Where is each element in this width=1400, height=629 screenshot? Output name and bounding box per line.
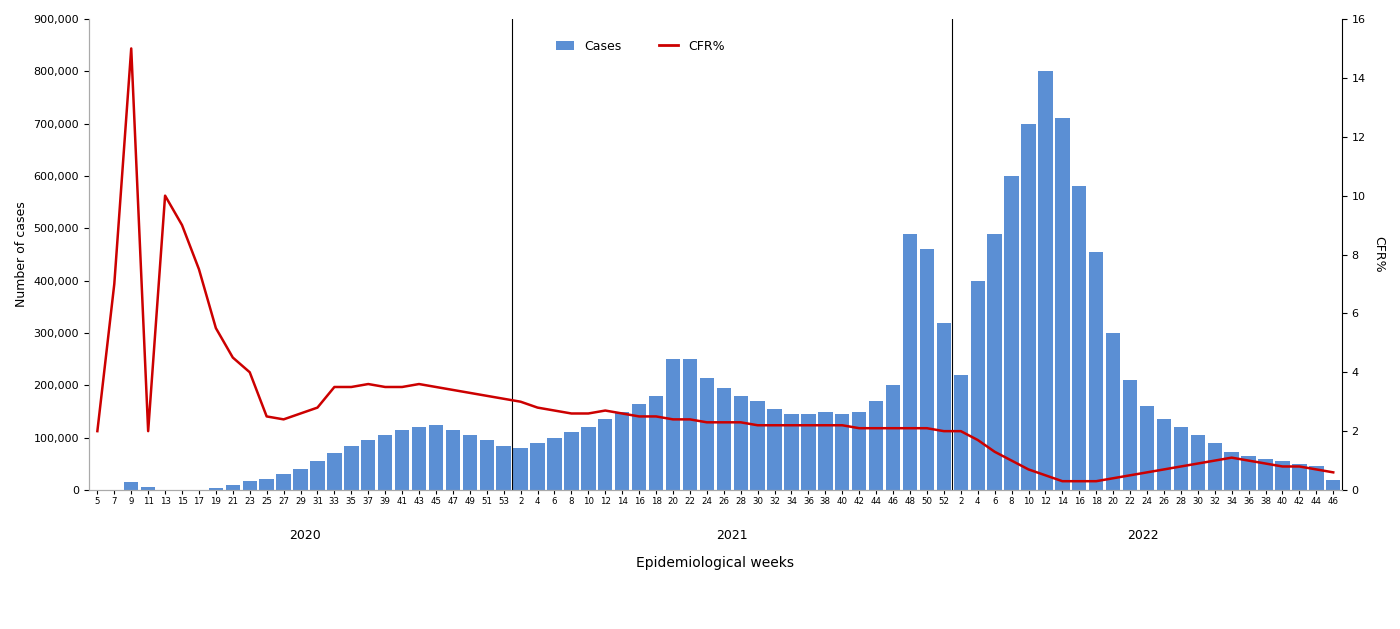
Bar [141,487,155,490]
Bar [564,433,578,490]
Text: 2020: 2020 [288,529,321,542]
Bar [801,414,816,490]
Bar [462,435,477,490]
Bar [1156,420,1172,490]
Bar [294,469,308,490]
Bar [834,414,850,490]
Bar [818,411,833,490]
Legend: Cases, CFR%: Cases, CFR% [550,35,729,58]
Bar [1190,435,1205,490]
Bar [953,375,967,490]
Bar [1208,443,1222,490]
X-axis label: Epidemiological weeks: Epidemiological weeks [637,556,794,570]
Text: 2021: 2021 [717,529,748,542]
Bar [717,388,731,490]
Bar [970,281,986,490]
Bar [700,377,714,490]
Bar [225,485,239,490]
Bar [1106,333,1120,490]
Bar [869,401,883,490]
Bar [378,435,392,490]
Bar [648,396,664,490]
Bar [311,461,325,490]
Bar [784,414,798,490]
Bar [1123,380,1137,490]
Bar [1242,456,1256,490]
Bar [242,481,258,490]
Bar [767,409,781,490]
Bar [1004,176,1019,490]
Bar [750,401,764,490]
Bar [1259,459,1273,490]
Bar [1275,461,1289,490]
Bar [886,386,900,490]
Bar [937,323,951,490]
Bar [903,233,917,490]
Bar [987,233,1002,490]
Bar [1173,427,1189,490]
Bar [581,427,595,490]
Bar [683,359,697,490]
Bar [1140,406,1154,490]
Bar [276,474,291,490]
Bar [1225,452,1239,490]
Bar [395,430,409,490]
Bar [259,479,274,490]
Bar [209,489,223,490]
Bar [1292,464,1306,490]
Bar [531,443,545,490]
Bar [497,445,511,490]
Bar [1089,252,1103,490]
Bar [1039,71,1053,490]
Bar [920,249,934,490]
Bar [1309,467,1323,490]
Bar [412,427,426,490]
Bar [361,440,375,490]
Bar [547,438,561,490]
Bar [598,420,612,490]
Bar [344,445,358,490]
Y-axis label: Number of cases: Number of cases [15,202,28,308]
Bar [125,482,139,490]
Bar [1056,118,1070,490]
Bar [666,359,680,490]
Bar [734,396,748,490]
Text: 2022: 2022 [1127,529,1159,542]
Bar [445,430,461,490]
Bar [1022,124,1036,490]
Bar [1072,186,1086,490]
Y-axis label: CFR%: CFR% [1372,237,1385,273]
Bar [1326,479,1340,490]
Bar [328,454,342,490]
Bar [615,411,630,490]
Bar [514,448,528,490]
Bar [631,404,647,490]
Bar [853,411,867,490]
Bar [480,440,494,490]
Bar [428,425,444,490]
